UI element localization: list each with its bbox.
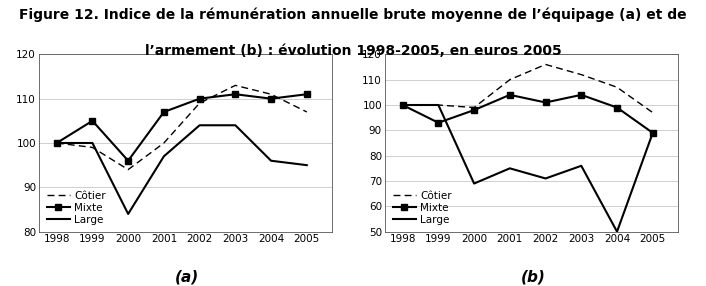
Legend: Côtier, Mixte, Large: Côtier, Mixte, Large [47,190,106,225]
Text: Figure 12. Indice de la rémunération annuelle brute moyenne de l’équipage (a) et: Figure 12. Indice de la rémunération ann… [19,7,687,22]
Text: (b): (b) [520,270,546,285]
Legend: Côtier, Mixte, Large: Côtier, Mixte, Large [393,190,452,225]
Text: l’armement (b) : évolution 1998-2005, en euros 2005: l’armement (b) : évolution 1998-2005, en… [145,44,561,58]
Text: (a): (a) [175,270,199,285]
